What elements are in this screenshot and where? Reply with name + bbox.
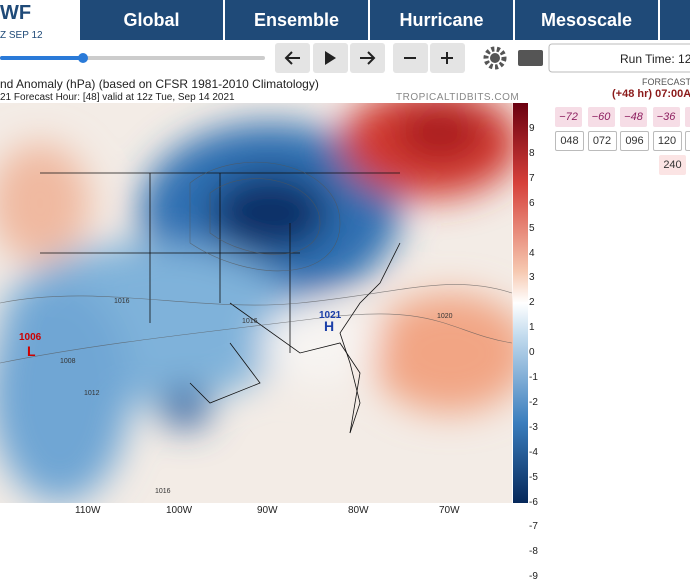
- hour-button[interactable]: 048: [555, 131, 584, 151]
- run-time: Run Time: 12z S: [620, 52, 690, 66]
- hour-button[interactable]: −36: [652, 107, 680, 127]
- colorbar-label: 1: [529, 322, 535, 334]
- map-label: 1008: [60, 358, 76, 365]
- controls: [0, 43, 690, 73]
- forecast-hour: (+48 hr) 07:00A: [612, 88, 690, 100]
- map-subtitle: 21 Forecast Hour: [48] valid at 12z Tue,…: [0, 92, 235, 103]
- hour-button[interactable]: 120: [652, 131, 682, 151]
- hour-button[interactable]: 14: [685, 131, 690, 151]
- nav-bar: Global Ensemble Hurricane Mesoscale: [80, 0, 690, 40]
- colorbar-label: -7: [529, 521, 538, 533]
- colorbar-label: -2: [529, 396, 538, 408]
- hour-button[interactable]: 096: [620, 131, 649, 151]
- isobars: [0, 161, 513, 364]
- credit: TROPICALTIDBITS.COM: [396, 92, 520, 103]
- settings-icon[interactable]: [483, 46, 507, 70]
- map: [0, 103, 528, 503]
- colorbar-label: 2: [529, 297, 535, 309]
- hour-button[interactable]: −72: [555, 107, 582, 127]
- nav-item[interactable]: Mesoscale: [515, 0, 660, 40]
- nav-item[interactable]: Hurricane: [370, 0, 515, 40]
- hour-button[interactable]: −60: [587, 107, 615, 127]
- colorbar-label: 0: [529, 347, 535, 359]
- boundaries: [40, 172, 401, 434]
- colorbar-label: 9: [529, 123, 535, 134]
- colorbar-label: -5: [529, 471, 538, 483]
- map-label: 1012: [84, 390, 100, 397]
- map-label: 1016: [114, 298, 130, 305]
- nav-item[interactable]: Global: [80, 0, 225, 40]
- colorbar: [513, 103, 528, 503]
- longitude-label: 70W: [439, 505, 460, 516]
- colorbar-label: 5: [529, 222, 535, 234]
- map-label: 1016: [242, 318, 258, 325]
- map-label: H: [324, 318, 335, 334]
- colorbar-label: 7: [529, 172, 535, 184]
- slider-fill: [0, 56, 83, 60]
- icons: [284, 51, 453, 65]
- run-time-box[interactable]: [548, 43, 690, 73]
- hour-button[interactable]: −48: [620, 107, 647, 127]
- forecast-heading: FORECAST H: [642, 77, 690, 87]
- anomaly-field: [0, 103, 528, 503]
- longitude-label: 80W: [348, 505, 369, 516]
- hour-button[interactable]: 240: [659, 155, 686, 175]
- longitude-label: 100W: [166, 505, 193, 516]
- logo: WF: [0, 2, 32, 24]
- map-label: 1020: [437, 313, 453, 320]
- colorbar-label: -3: [529, 421, 538, 433]
- colorbar-label: 6: [529, 197, 535, 209]
- hour-button[interactable]: −2: [685, 107, 690, 127]
- play-icon: [325, 51, 336, 65]
- colorbar-label: -6: [529, 496, 538, 508]
- map-title: nd Anomaly (hPa) (based on CFSR 1981-201…: [0, 77, 319, 91]
- colorbar-label: -8: [529, 546, 538, 558]
- map-label: 1021: [319, 310, 342, 321]
- colorbar-label: -4: [529, 446, 538, 458]
- colorbar-label: 4: [529, 247, 535, 259]
- colorbar-label: -9: [529, 571, 538, 582]
- settings-core: [490, 53, 500, 63]
- map-label: L: [27, 343, 36, 359]
- run-date: Z SEP 12: [0, 30, 43, 41]
- nav-item[interactable]: Ensemble: [225, 0, 370, 40]
- map-label: 1016: [155, 488, 171, 495]
- keyboard-icon[interactable]: [518, 50, 543, 66]
- longitude-label: 110W: [75, 505, 101, 516]
- map-label: 1006: [19, 332, 42, 343]
- colorbar-label: 8: [529, 147, 535, 159]
- slider-knob[interactable]: [78, 53, 88, 63]
- colorbar-label: -1: [529, 372, 538, 383]
- hour-button[interactable]: 072: [587, 131, 617, 151]
- colorbar-label: 3: [529, 272, 535, 284]
- longitude-label: 90W: [257, 505, 278, 516]
